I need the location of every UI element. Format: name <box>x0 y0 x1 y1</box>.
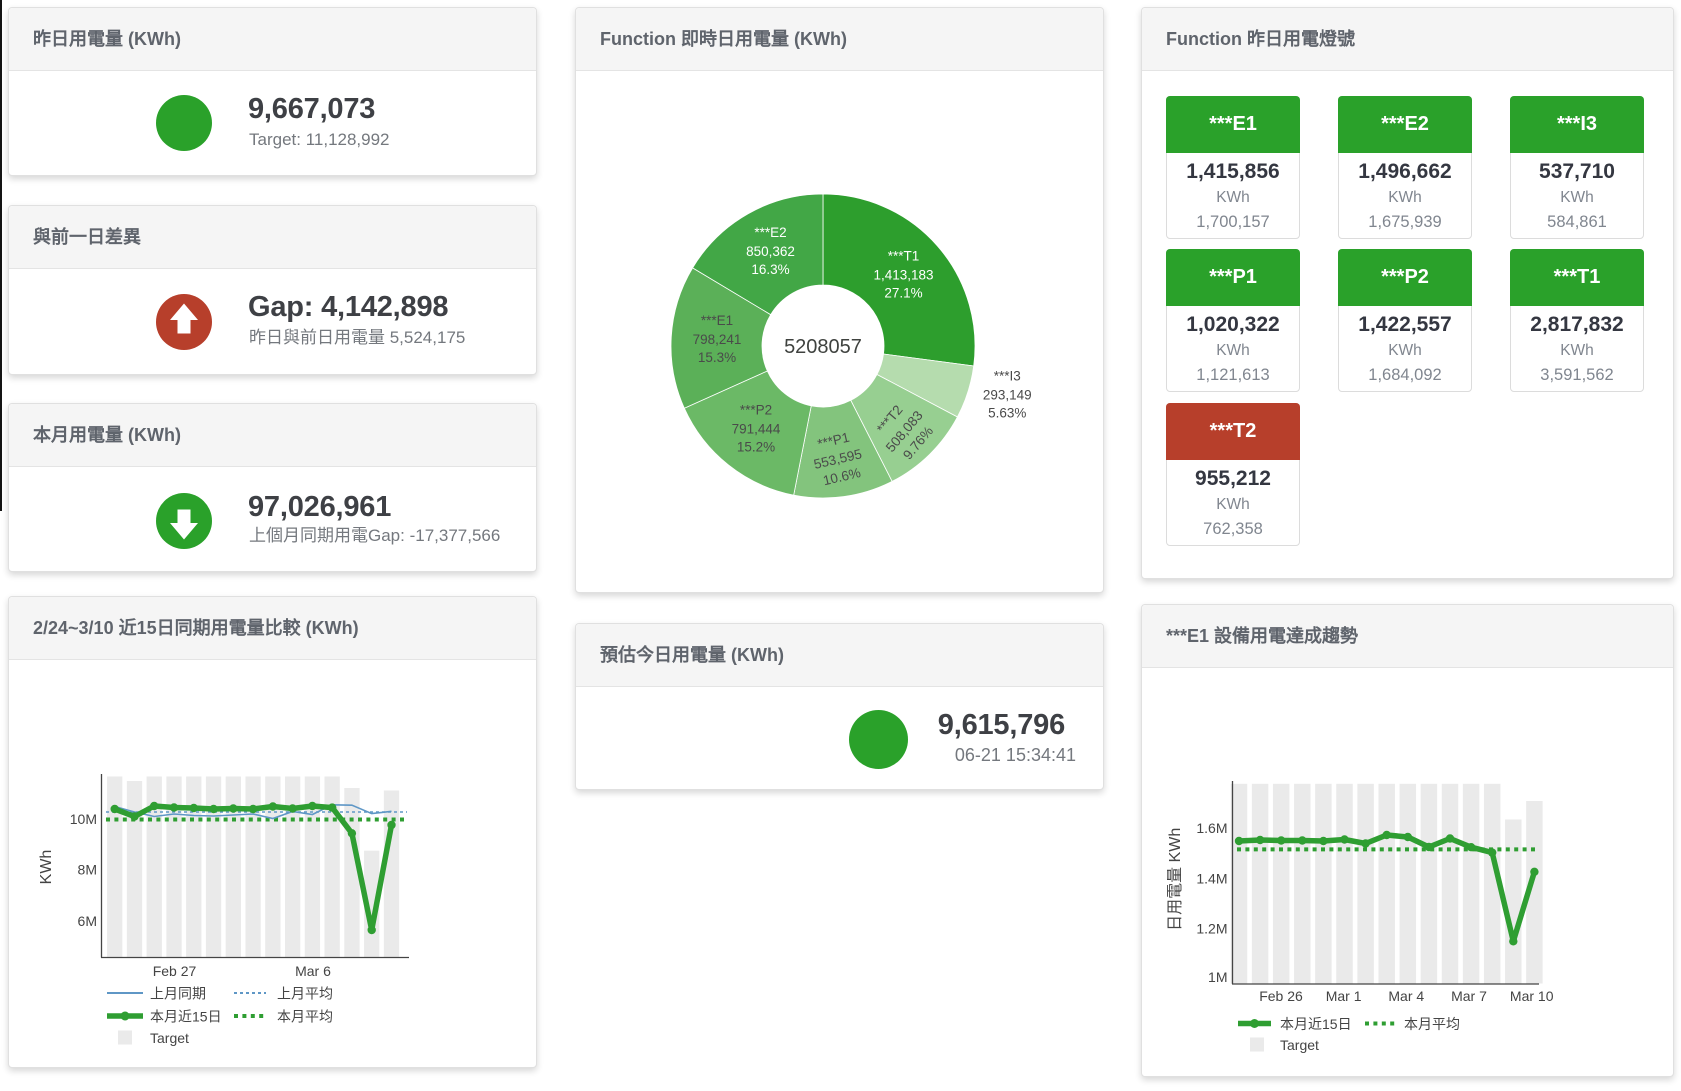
svg-text:1.4M: 1.4M <box>1196 870 1227 886</box>
svg-text:791,444: 791,444 <box>732 422 781 437</box>
svg-text:Mar 10: Mar 10 <box>1510 988 1554 1004</box>
svg-text:1.6M: 1.6M <box>1196 820 1227 836</box>
svg-text:Feb 27: Feb 27 <box>153 963 197 979</box>
svg-text:16.3%: 16.3% <box>751 262 789 277</box>
svg-text:***P1: ***P1 <box>816 430 851 452</box>
svg-text:1M: 1M <box>1208 969 1227 985</box>
svg-text:850,362: 850,362 <box>746 244 795 259</box>
svg-text:上月同期: 上月同期 <box>150 986 206 1002</box>
svg-text:本月近15日: 本月近15日 <box>1280 1016 1352 1032</box>
svg-text:293,149: 293,149 <box>983 388 1032 403</box>
svg-text:15.2%: 15.2% <box>737 440 775 455</box>
svg-text:15.3%: 15.3% <box>698 350 736 365</box>
svg-text:***T1: ***T1 <box>888 249 920 264</box>
svg-text:本月平均: 本月平均 <box>1404 1016 1460 1032</box>
svg-text:Mar 6: Mar 6 <box>295 963 331 979</box>
svg-text:***E1: ***E1 <box>701 313 733 328</box>
svg-text:Target: Target <box>150 1030 189 1046</box>
svg-text:Target: Target <box>1280 1037 1319 1053</box>
svg-text:上月平均: 上月平均 <box>277 986 333 1002</box>
svg-text:1.2M: 1.2M <box>1196 921 1227 937</box>
svg-text:日用電量 KWh: 日用電量 KWh <box>1167 828 1184 931</box>
svg-text:798,241: 798,241 <box>693 332 742 347</box>
svg-text:***I3: ***I3 <box>994 369 1021 384</box>
svg-text:1,413,183: 1,413,183 <box>873 268 933 283</box>
svg-text:Mar 7: Mar 7 <box>1451 988 1487 1004</box>
svg-text:8M: 8M <box>78 862 97 878</box>
svg-text:Mar 1: Mar 1 <box>1326 988 1362 1004</box>
svg-text:6M: 6M <box>78 913 97 929</box>
svg-text:10M: 10M <box>70 811 97 827</box>
svg-text:27.1%: 27.1% <box>884 286 922 301</box>
svg-text:Mar 4: Mar 4 <box>1388 988 1424 1004</box>
svg-text:KWh: KWh <box>38 850 55 885</box>
svg-text:***P2: ***P2 <box>740 403 772 418</box>
svg-text:Feb 26: Feb 26 <box>1259 988 1303 1004</box>
svg-text:本月平均: 本月平均 <box>277 1009 333 1025</box>
svg-text:本月近15日: 本月近15日 <box>150 1009 222 1025</box>
svg-text:5208057: 5208057 <box>784 336 862 358</box>
svg-text:5.63%: 5.63% <box>988 406 1026 421</box>
svg-text:***E2: ***E2 <box>754 225 786 240</box>
